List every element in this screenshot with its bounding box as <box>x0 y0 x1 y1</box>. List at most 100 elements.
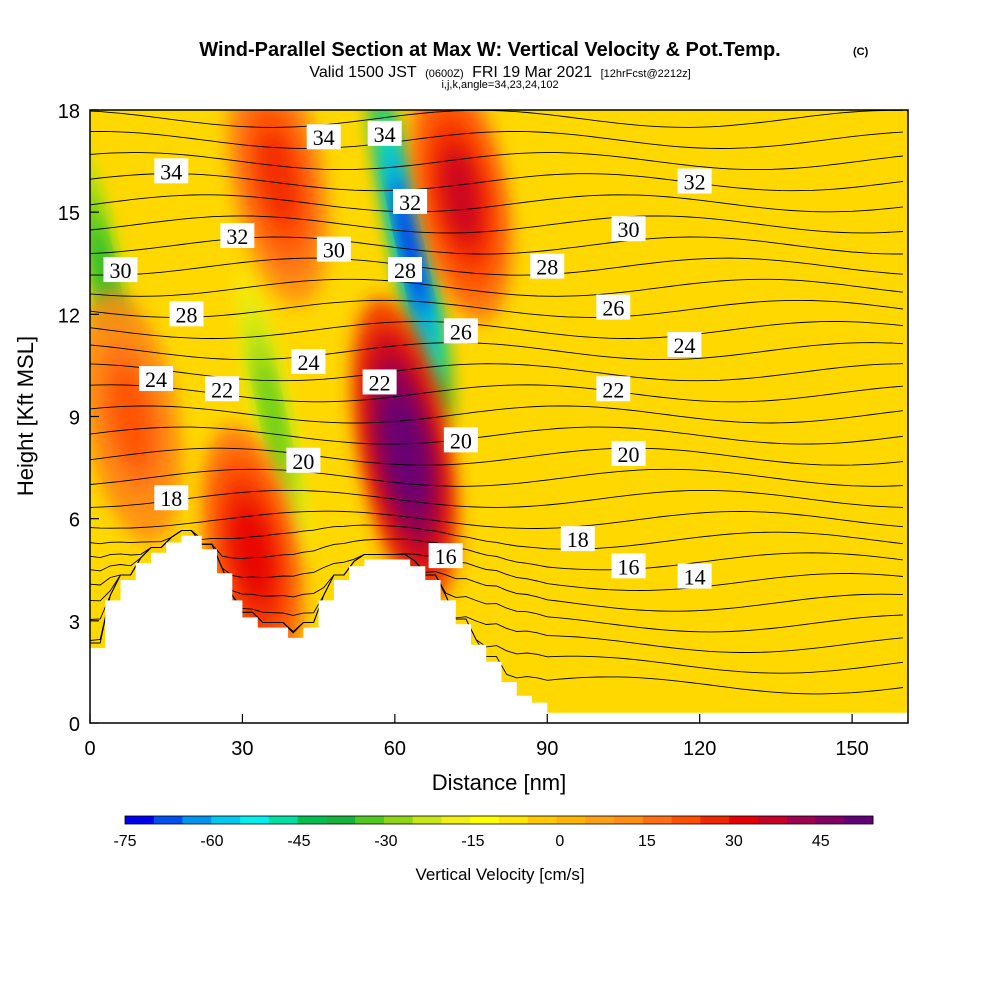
isentrope-label-box <box>611 216 646 242</box>
colorbar-swatch <box>815 816 845 824</box>
isentrope-label: 20 <box>286 447 321 474</box>
isentrope-line <box>90 299 903 318</box>
colorbar-swatch <box>556 816 586 824</box>
velocity-blob <box>259 361 287 472</box>
colorbar-swatch <box>268 816 299 824</box>
y-tick-label: 0 <box>69 714 80 736</box>
velocity-blob <box>233 504 272 601</box>
isentrope-label-box <box>596 294 631 320</box>
colorbar-swatch <box>700 816 730 824</box>
isentrope-line <box>90 447 903 466</box>
isentrope-label: 34 <box>367 120 402 147</box>
x-tick-label: 30 <box>231 738 253 760</box>
colorbar-tick-label: -60 <box>200 833 223 850</box>
isentrope-label-box <box>443 318 478 344</box>
colorbar-tick-label: 15 <box>638 833 656 850</box>
isentrope-label-box <box>367 120 402 146</box>
isentrope-label-box <box>428 543 463 569</box>
y-tick-label: 3 <box>69 612 80 634</box>
isentrope-line <box>90 524 903 550</box>
isentrope-label-box <box>611 553 646 579</box>
isentrope-line <box>90 530 903 591</box>
isentrope-label-box <box>443 427 478 453</box>
isentrope-label-box <box>388 257 423 283</box>
isentrope-label-text: 32 <box>399 190 421 215</box>
isentrope-label-box <box>362 369 397 395</box>
colorbar-swatch <box>671 816 701 824</box>
colorbar-tick-label: -15 <box>461 833 484 850</box>
x-axis-label: Distance [nm] <box>432 770 567 795</box>
isentrope-label-box <box>291 349 326 375</box>
colorbar-tick-label: 45 <box>812 833 830 850</box>
colorbar-swatch <box>153 816 183 824</box>
velocity-blob <box>441 147 481 244</box>
isentrope-line <box>90 131 903 149</box>
isentrope-label-text: 30 <box>323 238 345 263</box>
valid-utc: (0600Z) <box>425 68 464 80</box>
isentrope-label: 14 <box>677 563 712 590</box>
colorbar-tick-label: -45 <box>287 833 310 850</box>
colorbar-swatch <box>326 816 356 824</box>
y-tick-label: 18 <box>58 101 80 123</box>
colorbar-swatch <box>125 816 155 824</box>
isentrope-label: 32 <box>677 168 712 195</box>
colorbar-swatch <box>642 816 673 824</box>
isentrope-label-text: 20 <box>292 449 314 474</box>
isentrope-label: 18 <box>154 485 189 511</box>
colorbar-swatch <box>786 816 816 824</box>
isentrope-label-box <box>393 188 428 214</box>
colorbar-swatch <box>585 816 615 824</box>
y-tick-label: 15 <box>58 203 80 225</box>
isentrope-label: 32 <box>220 223 255 249</box>
isentrope-label-box <box>205 376 240 402</box>
isentrope-label-box <box>154 158 189 184</box>
isentrope-line <box>90 342 903 361</box>
colorbar-swatch <box>412 816 442 824</box>
isentrope-line <box>90 89 903 106</box>
isentrope-label: 22 <box>362 369 397 395</box>
isentrope-label-text: 24 <box>673 333 695 358</box>
isentrope-label-box <box>611 440 646 466</box>
terrain <box>90 535 908 723</box>
colorbar-swatch <box>355 816 385 824</box>
isentrope-label-text: 28 <box>176 302 198 327</box>
isentrope-label: 16 <box>428 543 463 569</box>
isentrope-label-text: 16 <box>435 544 457 569</box>
isentrope-label-text: 34 <box>313 125 335 150</box>
isentrope-line <box>90 426 903 445</box>
isentrope-label-text: 28 <box>536 255 558 280</box>
colorbar-tick-label: 0 <box>555 833 564 850</box>
isentrope-line <box>90 257 903 276</box>
forecast-tag: [12hrFcst@2212z] <box>601 68 691 80</box>
colorbar-swatch <box>844 816 874 824</box>
colorbar-swatch <box>527 816 557 824</box>
isentrope-line <box>90 215 903 234</box>
colorbar-swatch <box>297 816 327 824</box>
isentrope-label-text: 24 <box>297 350 319 375</box>
isentrope-label-text: 18 <box>160 486 182 511</box>
isentrope-label: 18 <box>560 526 595 552</box>
velocity-blob <box>111 368 150 465</box>
isentrope-line <box>90 194 903 213</box>
isentropes <box>90 89 903 695</box>
isentrope-label-text: 22 <box>369 370 391 395</box>
isentrope-label: 26 <box>443 318 478 344</box>
valid-date: FRI 19 Mar 2021 <box>472 64 592 81</box>
isentrope-line <box>90 530 903 571</box>
isentrope-label-box <box>596 376 631 402</box>
isentrope-label-text: 20 <box>450 428 472 453</box>
colorbar-swatch <box>757 816 788 824</box>
isentrope-label: 20 <box>443 427 478 453</box>
isentrope-label: 34 <box>154 158 189 184</box>
colorbar-tick-label: 30 <box>725 833 743 850</box>
y-tick-label: 6 <box>69 510 80 532</box>
colorbar-swatch <box>211 816 241 824</box>
isentrope-label-text: 16 <box>618 554 640 579</box>
isentrope-label-box <box>560 526 595 552</box>
isentrope-label: 22 <box>596 376 631 402</box>
isentrope-label-box <box>530 253 565 279</box>
isentrope-label-text: 22 <box>211 377 233 402</box>
isentrope-label-text: 26 <box>602 296 624 321</box>
isentrope-label-box <box>286 447 321 473</box>
x-tick-label: 0 <box>84 738 95 760</box>
